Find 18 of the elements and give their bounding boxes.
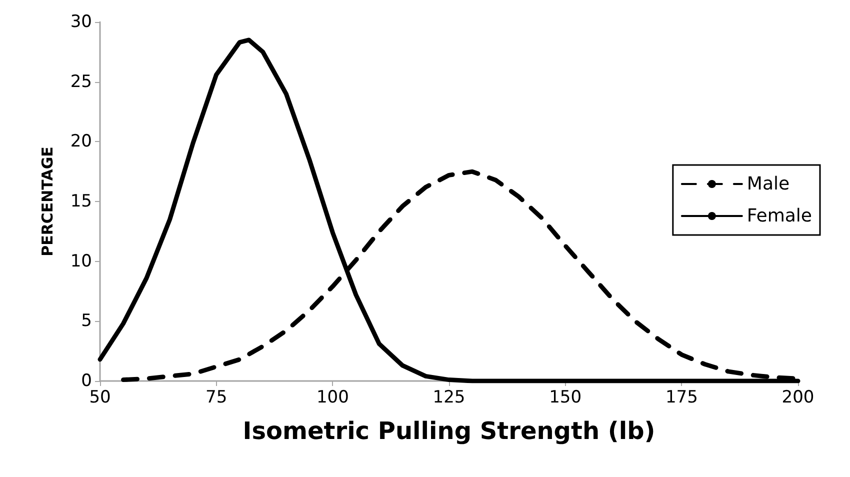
legend-label: Male — [746, 174, 790, 194]
y-tick-label: 15 — [70, 192, 92, 212]
x-tick-label: 100 — [316, 388, 349, 408]
x-tick-label: 150 — [549, 388, 582, 408]
y-tick-label: 0 — [81, 371, 92, 391]
x-tick-label: 50 — [89, 388, 111, 408]
y-axis-title: PERCENTAGE — [38, 146, 56, 256]
x-axis-title: Isometric Pulling Strength (lb) — [242, 417, 656, 445]
x-tick-label: 75 — [206, 388, 228, 408]
x-tick-label: 200 — [782, 388, 814, 408]
y-tick-label: 20 — [70, 132, 92, 152]
x-tick-label: 175 — [665, 388, 698, 408]
x-tick-label: 125 — [432, 388, 466, 408]
y-tick-label: 30 — [70, 12, 92, 32]
y-tick-label: 10 — [70, 251, 92, 272]
legend-label: Female — [746, 206, 812, 226]
y-tick-label: 25 — [70, 72, 92, 92]
y-tick-label: 5 — [81, 311, 92, 332]
